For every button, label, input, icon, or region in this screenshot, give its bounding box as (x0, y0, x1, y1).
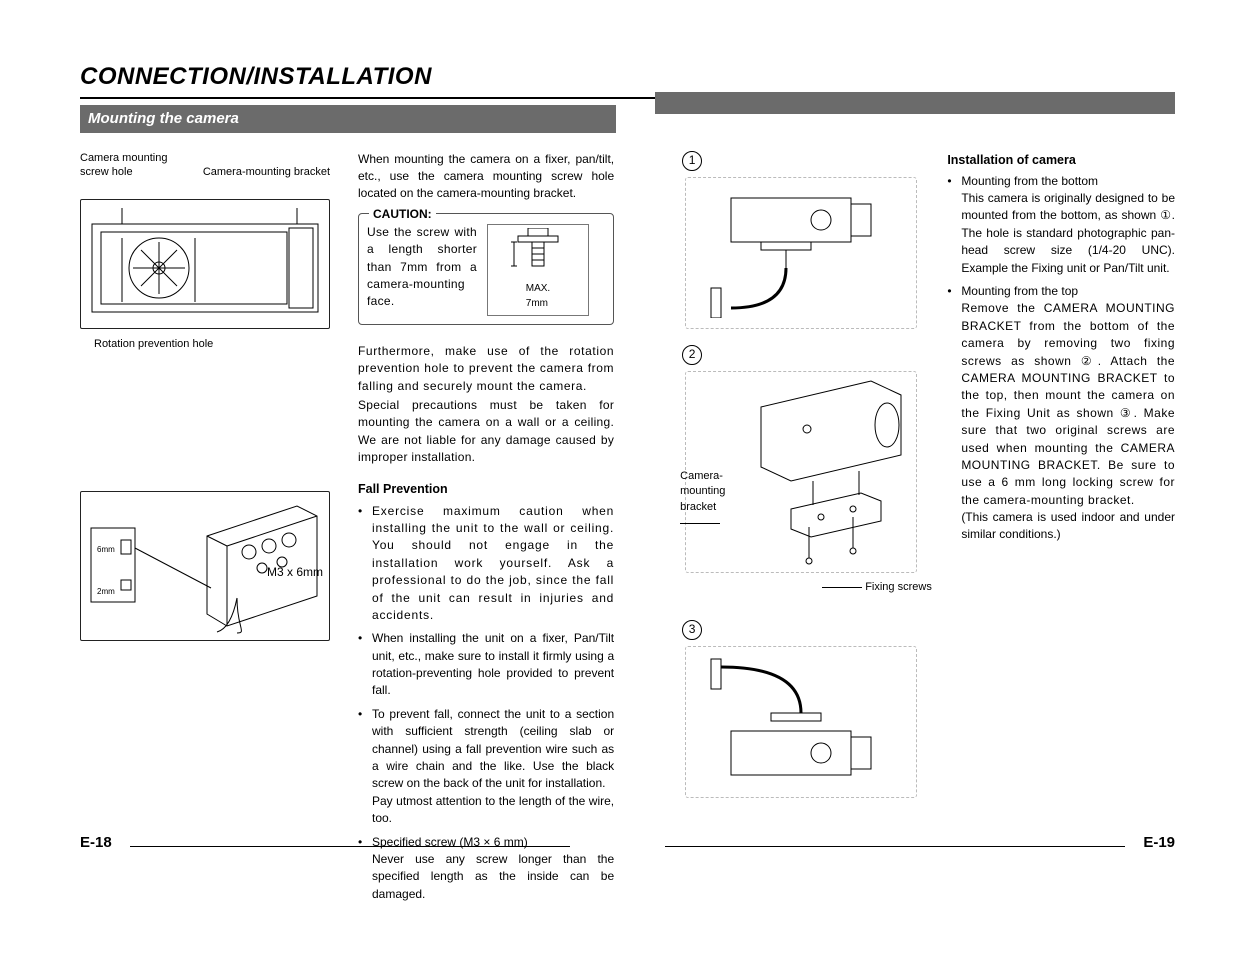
right-header-bar (655, 92, 1175, 114)
step-number-3: 3 (682, 620, 702, 640)
leader-line-icon (680, 523, 720, 524)
fig-row-3: 3 (682, 620, 919, 640)
subhead-bar: Mounting the camera (80, 105, 616, 133)
label-line: screw hole (80, 166, 133, 178)
footer-rule-left (130, 846, 570, 847)
page: CONNECTION/INSTALLATION Mounting the cam… (0, 0, 1235, 954)
camera-bottom-svg (87, 206, 323, 322)
intro-paragraph: When mounting the camera on a fixer, pan… (358, 151, 614, 203)
installation-list: Mounting from the bottom This camera is … (947, 173, 1175, 544)
page-number-left: E-18 (80, 832, 112, 854)
footer-rule-right (665, 846, 1125, 847)
diagram-camera-bottom (80, 199, 330, 329)
paragraph-precaution: Special precautions must be taken for mo… (358, 397, 614, 467)
caution-text: Use the screw with a length shorter than… (367, 224, 477, 311)
label-text: Fixing screws (865, 581, 932, 593)
col-text-right: Installation of camera Mounting from the… (947, 151, 1175, 910)
col-text-left: When mounting the camera on a fixer, pan… (358, 151, 614, 910)
list-text: To prevent fall, connect the unit to a s… (372, 707, 614, 791)
list-subhead: Mounting from the top (961, 284, 1078, 298)
section-title: CONNECTION/INSTALLATION (80, 60, 1175, 95)
paragraph-rotation: Furthermore, make use of the rotation pr… (358, 343, 614, 395)
fall-prevention-head: Fall Prevention (358, 480, 614, 498)
label-line: Camera- (680, 470, 723, 482)
fig3-svg (701, 657, 901, 787)
max-label: MAX. (526, 283, 550, 294)
list-item: To prevent fall, connect the unit to a s… (358, 706, 614, 828)
step-number-2: 2 (682, 345, 702, 365)
label-bracket: Camera-mounting bracket (203, 165, 330, 179)
label-screw-hole: Camera mounting screw hole Camera-mounti… (80, 151, 330, 180)
list-subhead: Mounting from the bottom (961, 174, 1098, 188)
list-item: Mounting from the bottom This camera is … (947, 173, 1175, 277)
list-item: Specified screw (M3 × 6 mm) Never use an… (358, 834, 614, 904)
label-line: Camera mounting (80, 152, 167, 164)
caution-box: CAUTION: Use the screw with a length sho… (358, 213, 614, 325)
screw-figure: MAX. 7mm (487, 224, 589, 316)
label-fixing-screws: Fixing screws (822, 580, 1059, 596)
figure-3 (685, 646, 917, 798)
diagram-camera-rear: 6mm 2mm M3 x 6mm (80, 491, 330, 641)
list-item: When installing the unit on a fixer, Pan… (358, 630, 614, 700)
caution-label: CAUTION: (369, 206, 436, 223)
list-text: This camera is originally designed to be… (961, 191, 1175, 275)
list-text: Remove the CAMERA MOUNTING BRACKET from … (961, 301, 1175, 506)
page-number-right: E-19 (1143, 832, 1175, 854)
screw-icon (508, 228, 568, 282)
fall-prevention-list: Exercise maximum caution when installing… (358, 503, 614, 904)
fig-row-1: 1 (682, 151, 919, 171)
leader-line-icon (822, 587, 862, 588)
list-text: Pay utmost attention to the length of th… (372, 794, 614, 825)
dim-2mm: 2mm (97, 587, 115, 596)
col-figures-right: 1 2 (682, 151, 919, 910)
fig-row-2: 2 (682, 345, 919, 365)
label-camera-mounting-bracket: Camera- mounting bracket (680, 469, 750, 533)
list-text: (This camera is used indoor and under si… (961, 510, 1175, 541)
label-rotation-hole: Rotation prevention hole (94, 337, 330, 351)
list-item: Mounting from the top Remove the CAMERA … (947, 283, 1175, 544)
label-line: mounting bracket (680, 485, 725, 513)
installation-head: Installation of camera (947, 151, 1175, 169)
list-text: Never use any screw longer than the spec… (372, 852, 614, 901)
label-m3x6: M3 x 6mm (267, 564, 323, 581)
max-value: 7mm (526, 298, 548, 309)
list-item: Exercise maximum caution when installing… (358, 503, 614, 625)
columns: Camera mounting screw hole Camera-mounti… (80, 151, 1175, 910)
figure-1 (685, 177, 917, 329)
fig1-svg (701, 188, 901, 318)
dim-6mm: 6mm (97, 545, 115, 554)
step-number-1: 1 (682, 151, 702, 171)
col-left-diagrams: Camera mounting screw hole Camera-mounti… (80, 151, 330, 910)
